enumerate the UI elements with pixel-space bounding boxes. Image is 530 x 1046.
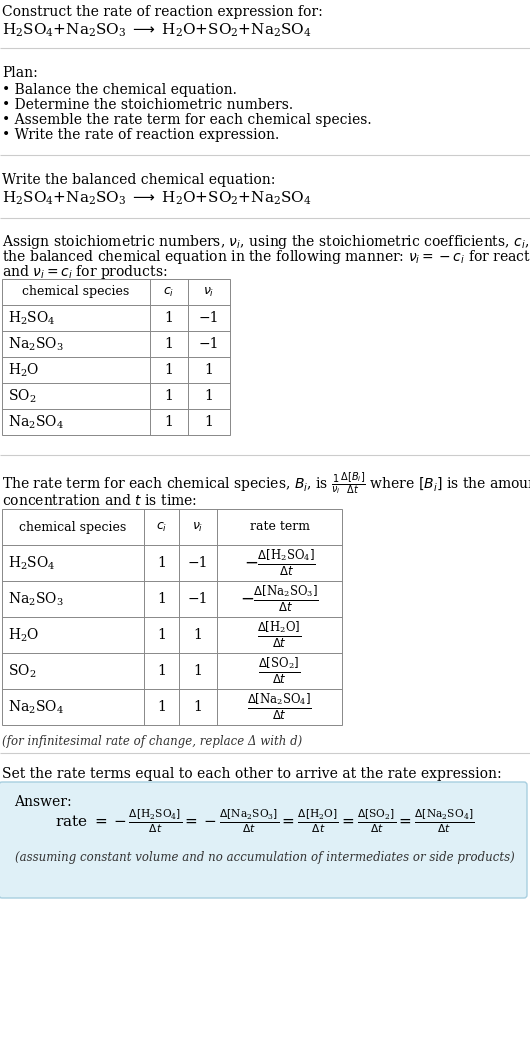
- Text: −1: −1: [199, 311, 219, 325]
- Text: rate $= -\frac{\Delta[\mathregular{H_2SO_4}]}{\Delta t} = -\frac{\Delta[\mathreg: rate $= -\frac{\Delta[\mathregular{H_2SO…: [55, 808, 475, 835]
- Text: The rate term for each chemical species, $B_i$, is $\frac{1}{\nu_i}\frac{\Delta[: The rate term for each chemical species,…: [2, 471, 530, 497]
- Text: 1: 1: [157, 592, 166, 606]
- Text: 1: 1: [157, 628, 166, 642]
- Text: 1: 1: [193, 628, 202, 642]
- Text: Construct the rate of reaction expression for:: Construct the rate of reaction expressio…: [2, 5, 323, 19]
- Text: 1: 1: [205, 363, 214, 377]
- Text: $\mathregular{Na_2SO_3}$: $\mathregular{Na_2SO_3}$: [8, 590, 64, 608]
- Text: $\mathregular{H_2SO_4}$$ + $$\mathregular{Na_2SO_3}$$\;  \longrightarrow \;$$\ma: $\mathregular{H_2SO_4}$$ + $$\mathregula…: [2, 190, 312, 207]
- Text: $\mathregular{H_2O}$: $\mathregular{H_2O}$: [8, 361, 39, 379]
- Text: rate term: rate term: [250, 521, 310, 533]
- Text: −1: −1: [188, 556, 208, 570]
- Text: and $\nu_i = c_i$ for products:: and $\nu_i = c_i$ for products:: [2, 263, 167, 281]
- Text: Write the balanced chemical equation:: Write the balanced chemical equation:: [2, 173, 276, 187]
- Text: $\mathregular{Na_2SO_4}$: $\mathregular{Na_2SO_4}$: [8, 699, 64, 715]
- Text: $-\frac{\Delta[\mathregular{H_2SO_4}]}{\Delta t}$: $-\frac{\Delta[\mathregular{H_2SO_4}]}{\…: [244, 548, 315, 578]
- Text: Plan:: Plan:: [2, 66, 38, 79]
- Text: 1: 1: [164, 363, 173, 377]
- Text: 1: 1: [157, 556, 166, 570]
- Text: • Determine the stoichiometric numbers.: • Determine the stoichiometric numbers.: [2, 98, 293, 112]
- Text: Assign stoichiometric numbers, $\nu_i$, using the stoichiometric coefficients, $: Assign stoichiometric numbers, $\nu_i$, …: [2, 233, 530, 251]
- Text: 1: 1: [164, 337, 173, 351]
- Bar: [2, 279, 230, 435]
- Text: $\nu_i$: $\nu_i$: [192, 521, 204, 533]
- Text: 1: 1: [164, 415, 173, 429]
- Text: 1: 1: [157, 664, 166, 678]
- Text: chemical species: chemical species: [22, 286, 130, 298]
- Text: 1: 1: [164, 389, 173, 403]
- Text: $\frac{\Delta[\mathregular{Na_2SO_4}]}{\Delta t}$: $\frac{\Delta[\mathregular{Na_2SO_4}]}{\…: [247, 691, 312, 723]
- Text: concentration and $t$ is time:: concentration and $t$ is time:: [2, 493, 197, 508]
- Text: $c_i$: $c_i$: [156, 521, 167, 533]
- Text: (assuming constant volume and no accumulation of intermediates or side products): (assuming constant volume and no accumul…: [15, 851, 515, 864]
- Text: 1: 1: [193, 664, 202, 678]
- Text: $\mathregular{H_2O}$: $\mathregular{H_2O}$: [8, 627, 39, 643]
- Text: the balanced chemical equation in the following manner: $\nu_i = -c_i$ for react: the balanced chemical equation in the fo…: [2, 248, 530, 266]
- Text: $\mathregular{H_2SO_4}$$ + $$\mathregular{Na_2SO_3}$$\;  \longrightarrow \;$$\ma: $\mathregular{H_2SO_4}$$ + $$\mathregula…: [2, 22, 312, 40]
- Text: 1: 1: [193, 700, 202, 714]
- Text: Set the rate terms equal to each other to arrive at the rate expression:: Set the rate terms equal to each other t…: [2, 767, 501, 781]
- Text: $c_i$: $c_i$: [163, 286, 174, 298]
- Text: (for infinitesimal rate of change, replace Δ with d): (for infinitesimal rate of change, repla…: [2, 735, 302, 748]
- Text: $\mathregular{H_2SO_4}$: $\mathregular{H_2SO_4}$: [8, 554, 56, 572]
- Text: −1: −1: [188, 592, 208, 606]
- Text: 1: 1: [205, 389, 214, 403]
- Text: 1: 1: [164, 311, 173, 325]
- Text: 1: 1: [205, 415, 214, 429]
- Text: $\frac{\Delta[\mathregular{H_2O}]}{\Delta t}$: $\frac{\Delta[\mathregular{H_2O}]}{\Delt…: [258, 619, 302, 651]
- Text: chemical species: chemical species: [20, 521, 127, 533]
- Text: −1: −1: [199, 337, 219, 351]
- Text: • Assemble the rate term for each chemical species.: • Assemble the rate term for each chemic…: [2, 113, 372, 127]
- Text: Answer:: Answer:: [14, 795, 72, 809]
- Text: • Write the rate of reaction expression.: • Write the rate of reaction expression.: [2, 128, 279, 142]
- Text: $\nu_i$: $\nu_i$: [204, 286, 215, 298]
- Text: $\mathregular{Na_2SO_4}$: $\mathregular{Na_2SO_4}$: [8, 413, 64, 431]
- Bar: [2, 509, 342, 725]
- Text: $\mathregular{H_2SO_4}$: $\mathregular{H_2SO_4}$: [8, 310, 56, 326]
- Text: • Balance the chemical equation.: • Balance the chemical equation.: [2, 83, 237, 97]
- FancyBboxPatch shape: [0, 782, 527, 899]
- Text: $\mathregular{Na_2SO_3}$: $\mathregular{Na_2SO_3}$: [8, 336, 64, 353]
- Text: 1: 1: [157, 700, 166, 714]
- Text: $-\frac{\Delta[\mathregular{Na_2SO_3}]}{\Delta t}$: $-\frac{\Delta[\mathregular{Na_2SO_3}]}{…: [240, 584, 319, 614]
- Text: $\mathregular{SO_2}$: $\mathregular{SO_2}$: [8, 662, 36, 680]
- Text: $\mathregular{SO_2}$: $\mathregular{SO_2}$: [8, 387, 36, 405]
- Text: $\frac{\Delta[\mathregular{SO_2}]}{\Delta t}$: $\frac{\Delta[\mathregular{SO_2}]}{\Delt…: [259, 656, 301, 686]
